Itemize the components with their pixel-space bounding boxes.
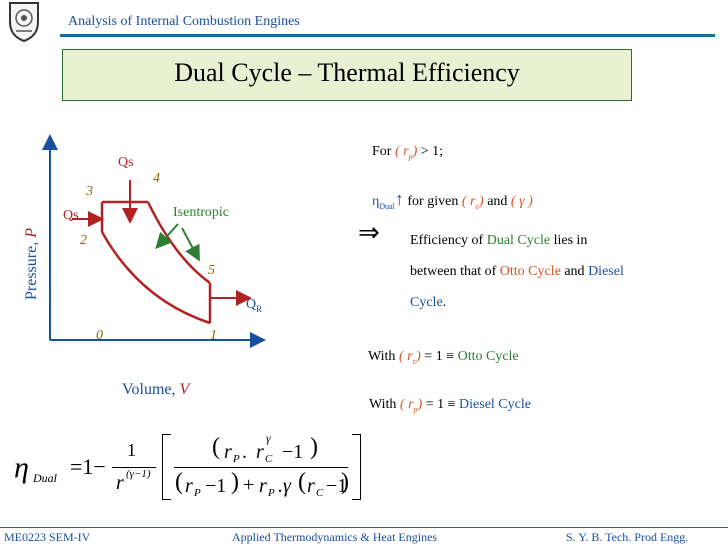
- rp-condition-line: For ( rp) > 1;: [372, 144, 444, 161]
- formula-den-plus: +: [243, 474, 255, 496]
- efficiency-line-1: Efficiency of Dual Cycle lies in: [410, 233, 588, 248]
- isentropic-label: Isentropic: [173, 205, 229, 220]
- footer-left: ME0223 SEM-IV: [4, 530, 91, 544]
- footer-right: S. Y. B. Tech. Prod Engg.: [566, 530, 689, 544]
- efficiency-line-3: Cycle.: [410, 295, 447, 310]
- formula-num-r: r: [224, 441, 232, 463]
- heat-out-label: QR: [246, 297, 263, 314]
- implies-icon: ⇒: [358, 218, 380, 247]
- diesel-limit-line: With ( rp) = 1 ≡ Diesel Cycle: [369, 397, 531, 414]
- formula-frac-one: 1: [127, 440, 136, 460]
- heat-in-left-label: Qs: [63, 208, 79, 223]
- formula-den-c-sub: C: [316, 487, 324, 499]
- process-4-5: [146, 201, 211, 285]
- formula-den-r2: r: [259, 475, 267, 497]
- formula-num-minus-one: −1: [282, 441, 304, 463]
- formula-num-close: ): [310, 434, 318, 460]
- isentropic-pointer-left: [155, 223, 179, 249]
- footer-divider: [0, 527, 728, 528]
- formula-den-p-sub-1: P: [194, 487, 201, 499]
- point-label-1: 1: [210, 328, 217, 343]
- formula-left-bracket: [162, 434, 171, 500]
- formula-den-p-sub-2: P: [268, 487, 275, 499]
- isentropic-pointer-right: [181, 227, 200, 262]
- y-axis-label: Pressure, P: [23, 228, 40, 300]
- process-1-2: [100, 231, 211, 325]
- formula-eta: η: [14, 451, 29, 484]
- point-label-0: 0: [96, 328, 103, 343]
- formula-right-bracket: [352, 434, 361, 500]
- footer-center: Applied Thermodynamics & Heat Engines: [232, 530, 438, 544]
- point-label-3: 3: [86, 184, 93, 199]
- efficiency-increase-line: ηDual↑ for given ( rc) and ( γ ): [372, 189, 533, 211]
- formula-num-r2: r: [256, 441, 264, 463]
- formula-num-p-sub: P: [233, 453, 240, 465]
- formula-num-open: (: [212, 434, 220, 460]
- formula-equals-one-minus: =1−: [70, 454, 106, 479]
- formula-fraction-bar-1: [112, 467, 156, 468]
- pv-diagram: [42, 134, 266, 348]
- otto-limit-line: With ( rc) = 1 ≡ Otto Cycle: [368, 349, 519, 366]
- efficiency-line-2: between that of Otto Cycle and Diesel: [410, 264, 624, 279]
- formula-r: r: [116, 472, 124, 494]
- point-label-4: 4: [153, 171, 160, 186]
- formula-den-close-1: ): [231, 469, 239, 495]
- formula-eta-sub: Dual: [33, 471, 57, 485]
- formula-den-dot-gamma: .γ: [278, 475, 291, 497]
- slide-title: Dual Cycle – Thermal Efficiency: [174, 58, 520, 87]
- formula-den-minus-one-1: −1: [205, 475, 227, 497]
- course-header: Analysis of Internal Combustion Engines: [68, 14, 300, 29]
- formula-fraction-bar-2: [174, 467, 348, 468]
- formula-exponent: (γ−1): [126, 468, 151, 480]
- formula-num-gamma: γ: [266, 431, 271, 445]
- formula-num-c-sub: C: [265, 453, 273, 465]
- college-logo-icon: [9, 2, 39, 42]
- formula-den-open-2: (: [298, 469, 306, 495]
- point-label-5: 5: [208, 263, 215, 278]
- title-box: [62, 49, 632, 101]
- formula-den-minus-one-2: −1: [326, 475, 348, 497]
- header-divider: [60, 34, 715, 37]
- formula-num-dot: .: [242, 441, 247, 463]
- up-arrow-icon: ↑: [394, 189, 404, 209]
- point-label-2: 2: [80, 233, 87, 248]
- formula-den-r1: r: [185, 475, 193, 497]
- formula-den-open-1: (: [175, 469, 183, 495]
- x-axis-label: Volume, V: [122, 381, 190, 398]
- formula-den-r3: r: [307, 475, 315, 497]
- heat-in-top-label: Qs: [118, 155, 134, 170]
- formula-den-close-2: ): [341, 469, 349, 495]
